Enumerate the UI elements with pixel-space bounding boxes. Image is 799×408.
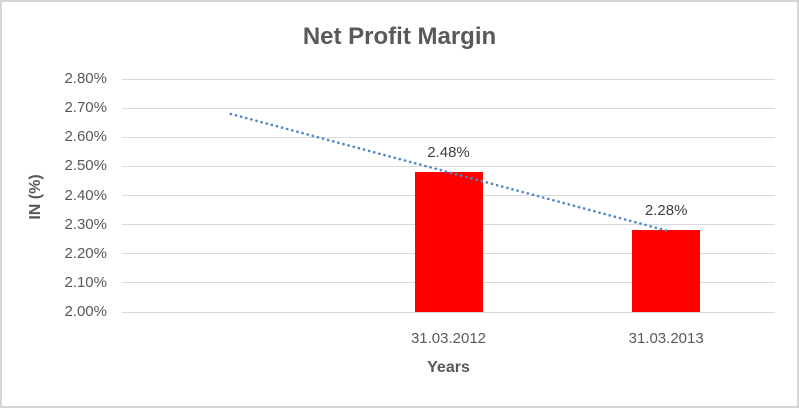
x-axis-title: Years	[427, 359, 470, 376]
trendline-dotted	[229, 112, 668, 232]
bar	[632, 230, 701, 312]
bar	[414, 172, 483, 312]
data-label: 2.28%	[644, 202, 688, 220]
y-tick-label: 2.30%	[64, 215, 107, 233]
y-tick-label: 2.10%	[64, 273, 107, 291]
gridline	[122, 107, 775, 109]
y-axis-title: IN (%)	[27, 174, 44, 220]
y-tick-label: 2.60%	[64, 128, 107, 146]
y-tick-label: 2.00%	[64, 303, 107, 320]
gridline	[122, 78, 775, 80]
gridline	[122, 136, 775, 138]
y-tick-label: 2.50%	[64, 157, 107, 175]
chart-title: Net Profit Margin	[302, 23, 497, 50]
y-tick-label: 2.70%	[64, 99, 107, 117]
trendline-layer	[229, 112, 668, 232]
y-tick-label: 2.20%	[64, 244, 107, 262]
gridline	[122, 311, 775, 313]
x-tick-label: 31.03.2012	[410, 330, 487, 347]
y-tick-label: 2.40%	[64, 186, 107, 204]
plot-area: 2.48% 2.28%	[122, 78, 775, 313]
x-tick-label: 31.03.2013	[628, 330, 704, 347]
data-label: 2.48%	[427, 144, 470, 162]
gridline	[122, 165, 775, 167]
y-tick-label: 2.80%	[64, 70, 107, 87]
